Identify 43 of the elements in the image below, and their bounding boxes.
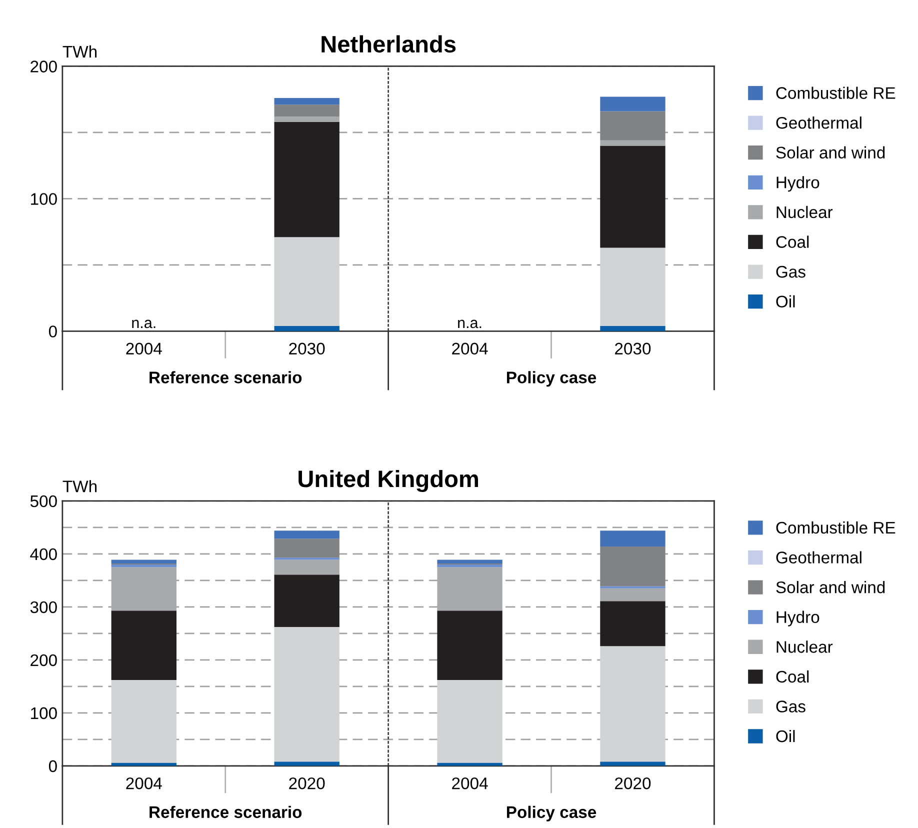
y-tick-label: 500: [30, 495, 57, 508]
y-tick-label: 0: [48, 760, 57, 772]
y-tick-label: 0: [48, 326, 57, 338]
chart-title: United Kingdom: [298, 470, 478, 492]
legend-label: Solar and wind: [776, 581, 885, 594]
legend-label: Nuclear: [776, 640, 833, 653]
x-tick-label: 2004: [452, 777, 488, 790]
legend-label: Nuclear: [776, 206, 833, 218]
x-tick-label: 2030: [615, 342, 651, 355]
x-tick-label: 2004: [126, 777, 162, 790]
chart-title: Netherlands: [322, 35, 456, 53]
y-axis-title: TWh: [62, 45, 97, 58]
y-tick-label: 200: [30, 60, 57, 72]
y-tick-label: 100: [31, 193, 57, 205]
text: n.a.: [458, 320, 482, 328]
legend-label: Combustible RE: [776, 521, 896, 534]
text: Reference scenario: [150, 371, 302, 384]
legend-label: Oil: [776, 730, 795, 742]
y-tick-label: 400: [30, 548, 57, 560]
legend-label: Oil: [776, 295, 795, 308]
legend-label: Gas: [776, 266, 806, 278]
x-tick-label: 2004: [126, 342, 162, 355]
y-tick-label: 200: [30, 654, 57, 666]
y-axis-title: TWh: [62, 480, 97, 492]
legend-label: Geothermal: [776, 116, 862, 129]
x-tick-label: 2020: [289, 777, 325, 790]
text: n.a.: [132, 320, 156, 328]
text: Reference scenario: [150, 806, 302, 818]
legend-label: Coal: [776, 236, 809, 248]
x-tick-label: 2020: [615, 777, 651, 790]
text: Policy case: [506, 371, 596, 387]
y-tick-label: 300: [30, 601, 57, 614]
legend-label: Solar and wind: [776, 146, 885, 159]
x-tick-label: 2004: [452, 342, 488, 355]
x-tick-label: 2030: [289, 342, 325, 355]
legend-label: Hydro: [776, 176, 820, 192]
legend-label: Geothermal: [776, 551, 862, 564]
legend-label: Combustible RE: [776, 86, 896, 99]
y-tick-label: 100: [31, 707, 57, 720]
text: Policy case: [506, 806, 596, 822]
legend-label: Gas: [776, 700, 806, 712]
legend-label: Coal: [776, 670, 809, 683]
legend-label: Hydro: [776, 610, 820, 626]
